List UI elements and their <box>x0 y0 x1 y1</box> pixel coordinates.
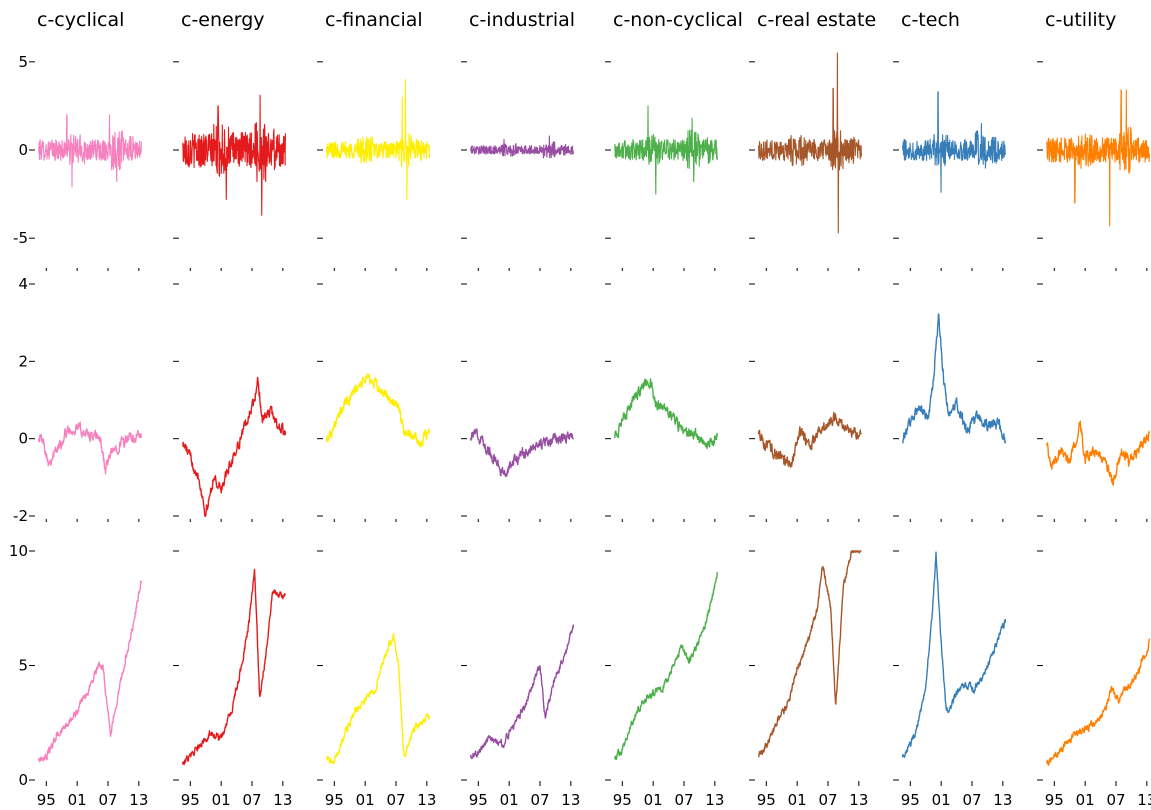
series-line-c-tech-row-2 <box>901 313 1007 444</box>
x-tick-label: 13 <box>849 791 868 809</box>
x-tick-label: 01 <box>644 791 663 809</box>
y-tick-label: -5 <box>13 229 28 247</box>
y-tick-label: 2 <box>18 352 28 370</box>
x-tick-label: 95 <box>181 791 200 809</box>
x-tick-label: 13 <box>417 791 436 809</box>
series-line-c-tech-row-1 <box>902 91 1006 193</box>
y-tick-label: 10 <box>9 542 28 560</box>
x-tick-label: 95 <box>757 791 776 809</box>
series-line-c-tech-row-3 <box>901 551 1007 758</box>
series-line-c-utility-row-3 <box>1045 638 1151 766</box>
x-tick-label: 13 <box>129 791 148 809</box>
series-line-c-energy-row-2 <box>182 376 287 517</box>
series-line-c-cyclical-row-1 <box>38 114 142 188</box>
y-tick-label: 5 <box>18 53 28 71</box>
x-tick-label: 95 <box>469 791 488 809</box>
column-title-c-tech: c-tech <box>901 9 960 31</box>
series-line-c-industrial-row-3 <box>469 624 575 760</box>
series-line-c-financial-row-1 <box>326 78 430 200</box>
x-tick-label: 07 <box>674 791 693 809</box>
series-line-c-energy-row-1 <box>182 94 286 216</box>
x-tick-label: 07 <box>1106 791 1125 809</box>
y-tick-label: 4 <box>18 275 28 293</box>
series-line-c-utility-row-1 <box>1046 89 1150 227</box>
x-tick-label: 07 <box>962 791 981 809</box>
column-title-c-financial: c-financial <box>325 9 423 31</box>
series-line-c-real-estate-row-1 <box>758 52 862 234</box>
series-line-c-industrial-row-2 <box>469 428 575 478</box>
x-tick-label: 95 <box>325 791 344 809</box>
series-line-c-financial-row-2 <box>325 373 431 448</box>
x-tick-label: 01 <box>356 791 375 809</box>
y-tick-label: 5 <box>18 657 28 675</box>
x-tick-label: 13 <box>1137 791 1151 809</box>
x-tick-label: 95 <box>1045 791 1064 809</box>
x-tick-label: 95 <box>37 791 56 809</box>
column-title-c-non-cyclical: c-non-cyclical <box>613 9 743 31</box>
column-title-c-energy: c-energy <box>181 9 265 31</box>
x-tick-label: 01 <box>68 791 87 809</box>
x-tick-label: 13 <box>273 791 292 809</box>
y-tick-label: -2 <box>13 507 28 525</box>
series-line-c-non-cyclical-row-2 <box>613 378 719 450</box>
column-title-c-real-estate: c-real estate <box>757 9 876 31</box>
column-title-c-cyclical: c-cyclical <box>37 9 124 31</box>
x-tick-label: 07 <box>98 791 117 809</box>
series-line-c-real-estate-row-2 <box>757 411 863 468</box>
column-title-c-industrial: c-industrial <box>469 9 575 31</box>
series-line-c-non-cyclical-row-1 <box>614 105 718 195</box>
y-tick-label: 0 <box>18 141 28 159</box>
x-tick-label: 01 <box>788 791 807 809</box>
x-tick-label: 01 <box>500 791 519 809</box>
x-tick-label: 07 <box>386 791 405 809</box>
series-line-c-energy-row-3 <box>181 568 287 766</box>
x-tick-label: 01 <box>932 791 951 809</box>
x-tick-label: 07 <box>242 791 261 809</box>
y-tick-label: 0 <box>18 771 28 789</box>
y-tick-label: 0 <box>18 430 28 448</box>
column-title-c-utility: c-utility <box>1045 9 1116 31</box>
x-tick-label: 95 <box>901 791 920 809</box>
series-line-c-non-cyclical-row-3 <box>613 572 719 761</box>
series-line-c-financial-row-3 <box>326 633 431 765</box>
x-tick-label: 01 <box>212 791 231 809</box>
series-line-c-cyclical-row-2 <box>37 421 143 475</box>
x-tick-label: 13 <box>705 791 724 809</box>
series-line-c-cyclical-row-3 <box>37 580 143 763</box>
series-line-c-real-estate-row-3 <box>757 550 862 758</box>
series-line-c-industrial-row-1 <box>470 135 574 159</box>
series-line-c-utility-row-2 <box>1046 420 1150 486</box>
x-tick-label: 01 <box>1076 791 1095 809</box>
x-tick-label: 13 <box>561 791 580 809</box>
x-tick-label: 95 <box>613 791 632 809</box>
x-tick-label: 07 <box>530 791 549 809</box>
x-tick-label: 13 <box>993 791 1012 809</box>
x-tick-label: 07 <box>818 791 837 809</box>
